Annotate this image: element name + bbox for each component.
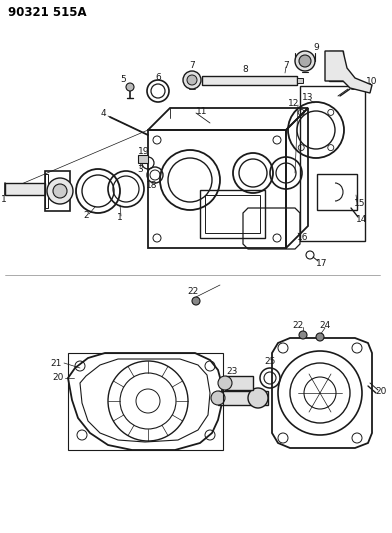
- Circle shape: [126, 83, 134, 91]
- Circle shape: [218, 376, 232, 390]
- Text: 24: 24: [319, 320, 330, 329]
- Text: 14: 14: [350, 83, 362, 92]
- Text: 12: 12: [288, 99, 300, 108]
- Bar: [202, 76, 297, 85]
- Bar: [205, 195, 260, 233]
- Text: 20: 20: [53, 374, 64, 383]
- Text: 13: 13: [302, 93, 314, 102]
- Circle shape: [295, 51, 315, 71]
- Text: 22: 22: [292, 320, 304, 329]
- Text: 3: 3: [137, 166, 143, 174]
- Text: 7: 7: [283, 61, 289, 69]
- Text: 10: 10: [366, 77, 378, 85]
- Text: 7: 7: [189, 61, 195, 70]
- Text: 8: 8: [242, 66, 248, 75]
- Circle shape: [248, 388, 268, 408]
- Text: 20: 20: [375, 386, 387, 395]
- Text: 21: 21: [51, 359, 62, 367]
- Bar: [317, 174, 357, 210]
- Circle shape: [316, 333, 324, 341]
- Bar: [218, 391, 268, 405]
- Text: 2: 2: [83, 212, 89, 221]
- Bar: [68, 353, 223, 450]
- Bar: [329, 51, 343, 81]
- Text: 5: 5: [120, 76, 126, 85]
- Text: 23: 23: [226, 367, 238, 376]
- Text: 19: 19: [138, 147, 150, 156]
- Polygon shape: [325, 51, 372, 93]
- Circle shape: [47, 178, 73, 204]
- Circle shape: [187, 75, 197, 85]
- Circle shape: [53, 184, 67, 198]
- Text: 11: 11: [196, 108, 207, 117]
- Text: 6: 6: [155, 72, 161, 82]
- Text: 90321 515A: 90321 515A: [8, 5, 87, 19]
- Text: 25: 25: [264, 358, 276, 367]
- Bar: [200, 190, 265, 238]
- Text: 16: 16: [297, 233, 309, 243]
- Text: 17: 17: [316, 259, 328, 268]
- Text: 1: 1: [1, 195, 7, 204]
- Circle shape: [299, 331, 307, 339]
- Circle shape: [183, 71, 201, 89]
- Text: 18: 18: [146, 182, 158, 190]
- Text: 1: 1: [117, 214, 123, 222]
- Text: 14: 14: [356, 215, 368, 224]
- Text: 9: 9: [313, 44, 319, 52]
- Circle shape: [192, 297, 200, 305]
- Bar: [5, 183, 45, 195]
- Text: 4: 4: [100, 109, 106, 117]
- Bar: [297, 78, 303, 83]
- Bar: [225, 376, 253, 390]
- Circle shape: [211, 391, 225, 405]
- Bar: [138, 155, 148, 163]
- Text: 15: 15: [354, 198, 366, 207]
- Circle shape: [299, 55, 311, 67]
- Text: 22: 22: [187, 287, 199, 295]
